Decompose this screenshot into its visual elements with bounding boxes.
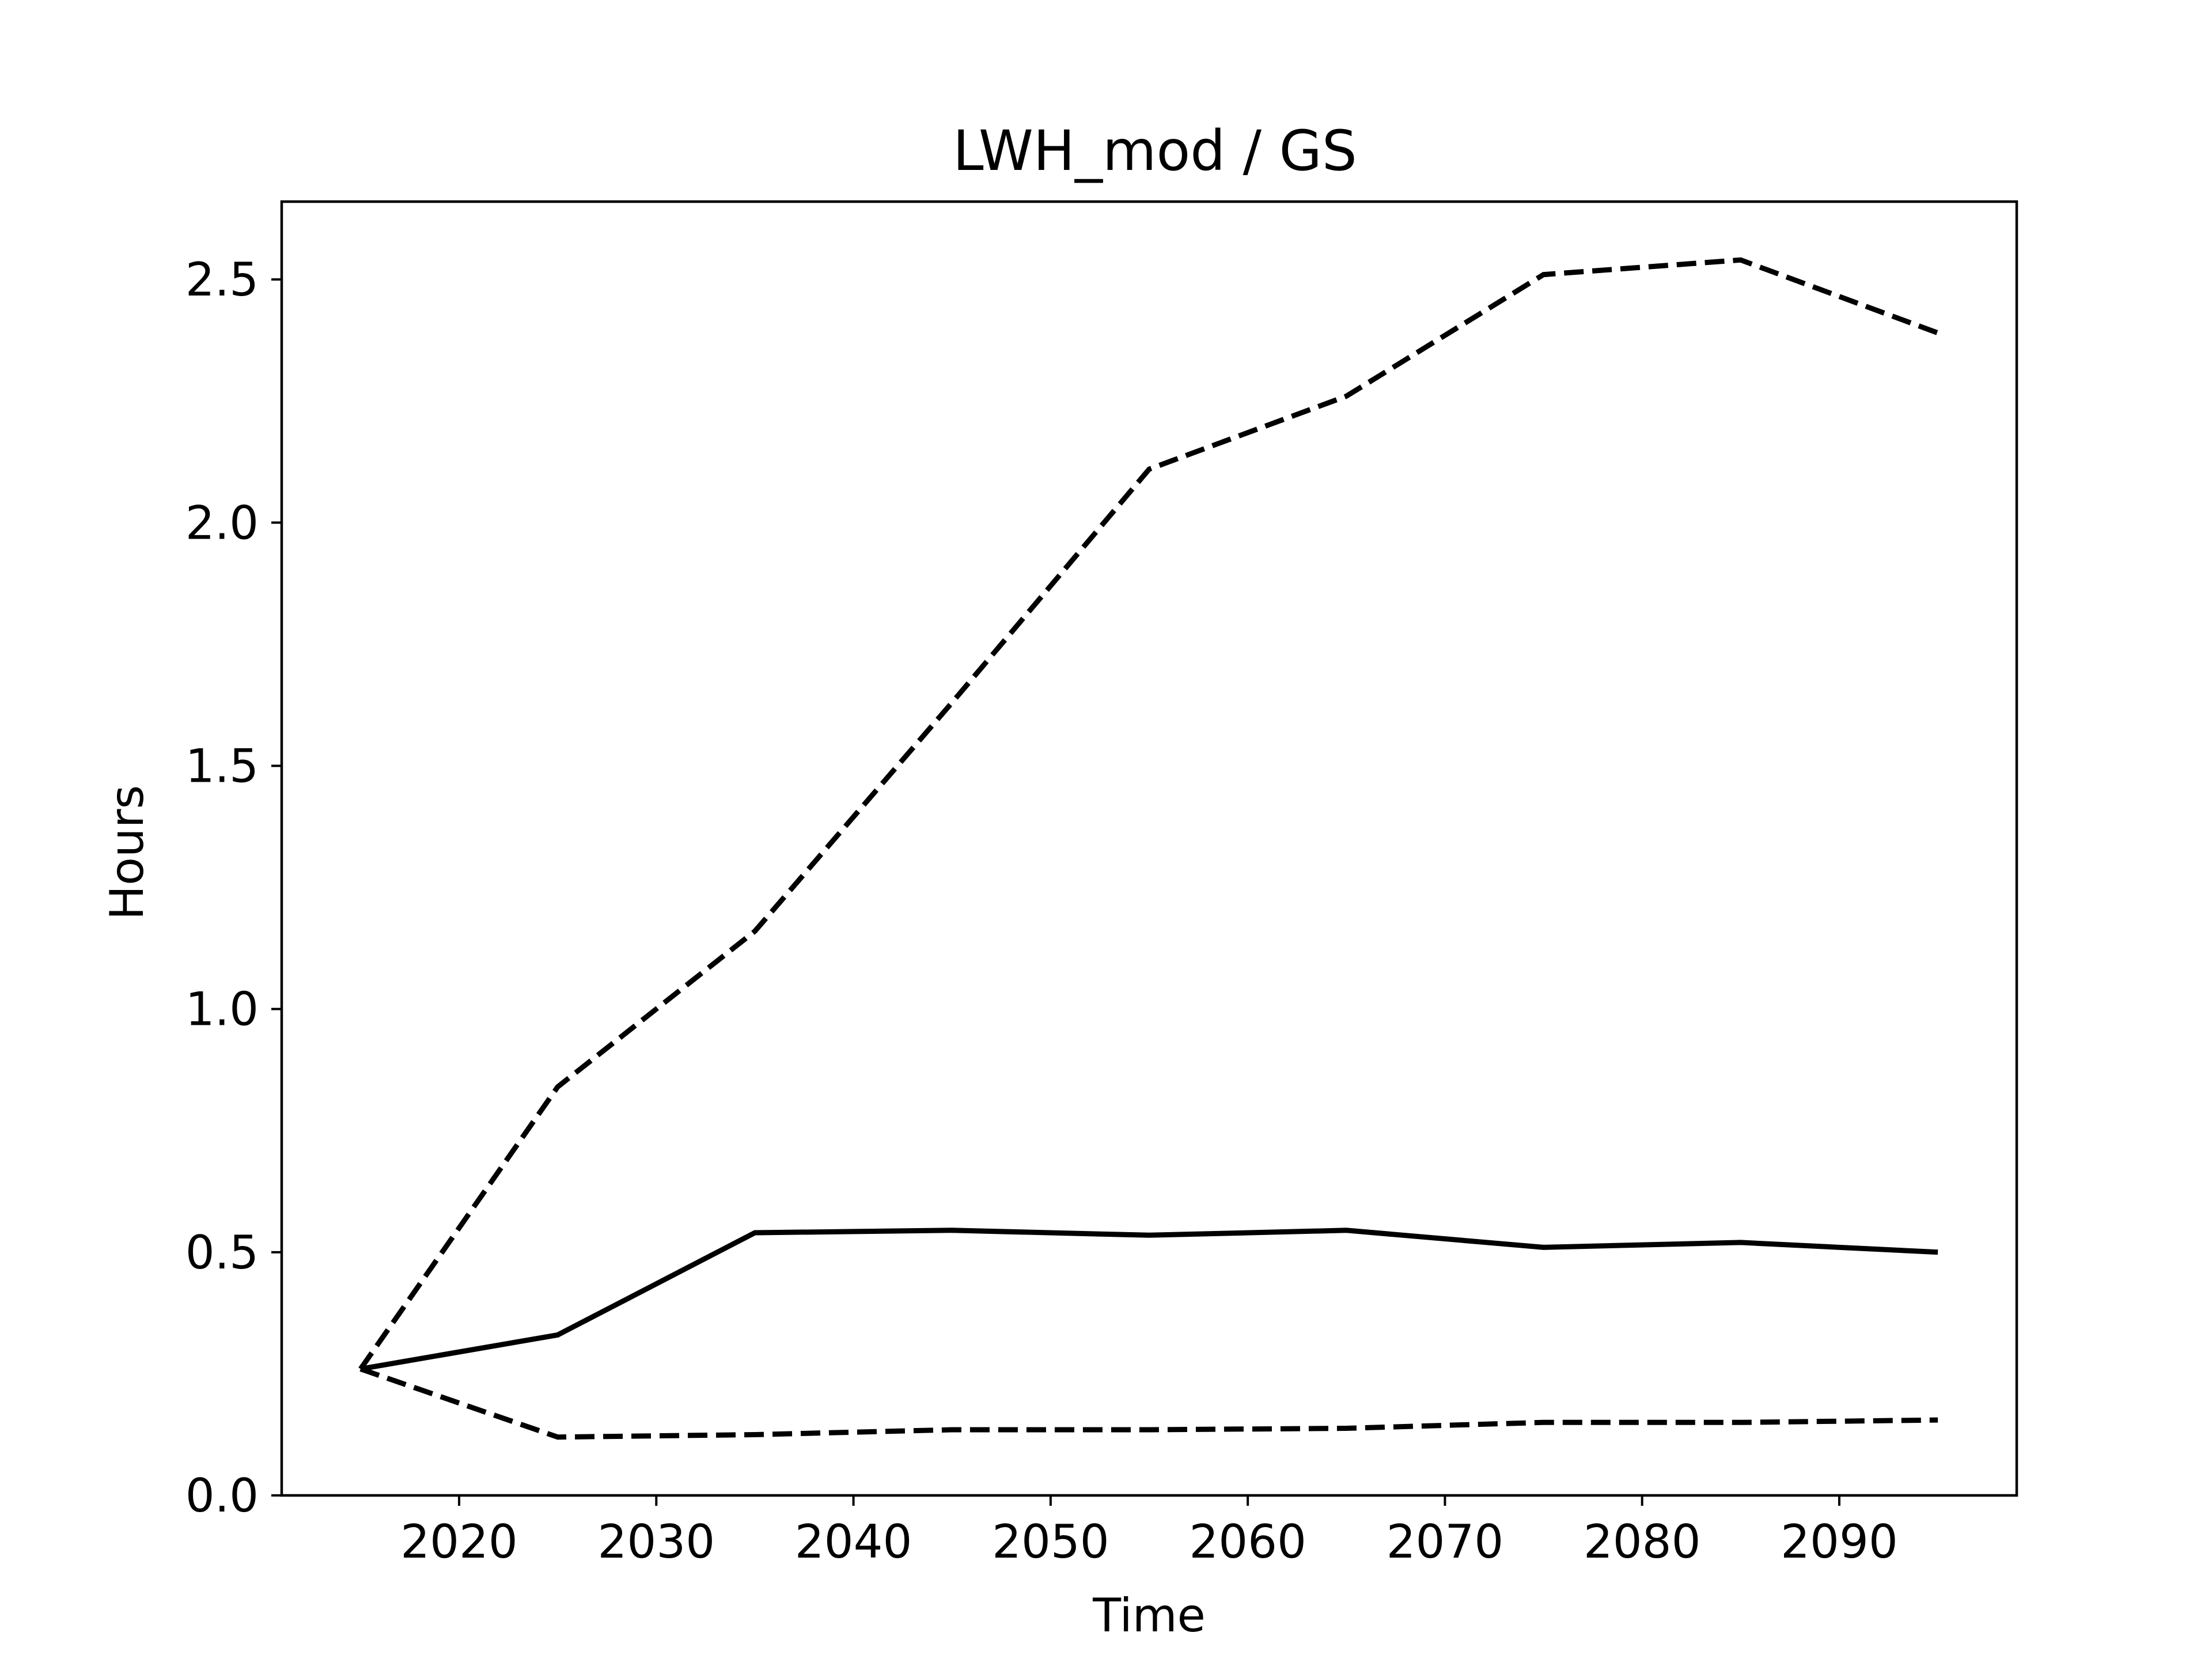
axes-layer: 2020 2030 2040 2050 2060 2070 2080 2090 0.0 0.5 1.… <box>185 253 1898 1569</box>
x-tick-label: 2020 <box>400 1515 518 1569</box>
y-tick-label: 0.0 <box>185 1469 259 1522</box>
x-tick-label: 2080 <box>1584 1515 1701 1569</box>
series-line-2 <box>360 1228 1938 1372</box>
y-tick-label: 2.0 <box>185 496 259 550</box>
x-tick-label: 2090 <box>1781 1515 1898 1569</box>
series-layer <box>358 257 1939 1440</box>
plot-frame <box>280 200 2018 1497</box>
x-tick-label: 2040 <box>795 1515 912 1569</box>
x-tick-label: 2050 <box>992 1515 1109 1569</box>
series-line-1 <box>358 257 1939 1371</box>
y-tick-label: 1.0 <box>185 983 259 1036</box>
y-axis-label: Hours <box>100 785 154 920</box>
x-tick-label: 2070 <box>1387 1515 1504 1569</box>
x-tick-label: 2060 <box>1189 1515 1306 1569</box>
chart-title: LWH_mod / GS <box>953 119 1357 183</box>
x-tick-label: 2030 <box>598 1515 715 1569</box>
y-tick-label: 2.5 <box>185 253 259 306</box>
y-tick-label: 0.5 <box>185 1226 259 1279</box>
y-tick-label: 1.5 <box>185 739 259 793</box>
x-axis-label: Time <box>1092 1589 1206 1642</box>
series-line-3 <box>359 1366 1938 1440</box>
